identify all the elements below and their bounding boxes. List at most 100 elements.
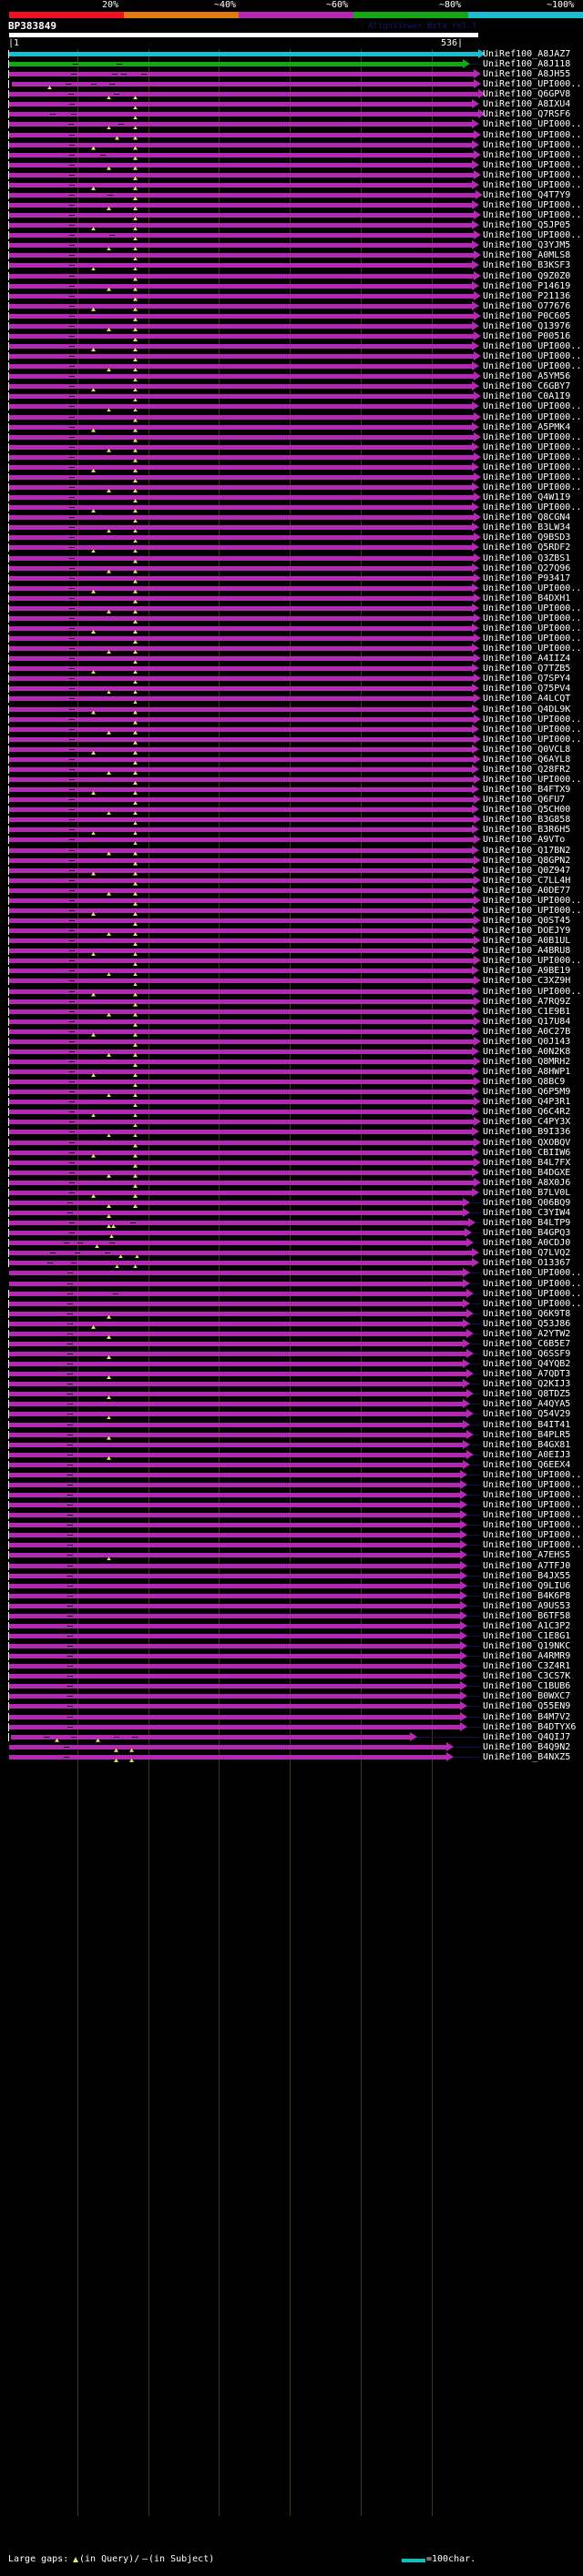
- hsp-bar[interactable]: [9, 1573, 460, 1578]
- hit-label[interactable]: UniRef100_Q0Z947: [483, 865, 571, 876]
- hsp-bar[interactable]: [9, 1744, 446, 1749]
- alignment-row[interactable]: UniRef100_UPI000..: [0, 956, 583, 967]
- alignment-row[interactable]: UniRef100_Q0Z947: [0, 865, 583, 876]
- hit-label[interactable]: UniRef100_UPI000..: [483, 139, 582, 150]
- hsp-bar[interactable]: [9, 1231, 465, 1236]
- alignment-row[interactable]: UniRef100_Q17BN2: [0, 845, 583, 856]
- hit-label[interactable]: UniRef100_A5YM56: [483, 371, 571, 382]
- hsp-bar[interactable]: [9, 1090, 472, 1095]
- hsp-bar[interactable]: [9, 132, 474, 137]
- hsp-bar[interactable]: [9, 1049, 472, 1054]
- hit-label[interactable]: UniRef100_Q2KIJ3: [483, 1379, 571, 1390]
- hit-label[interactable]: UniRef100_Q0VCL8: [483, 744, 571, 755]
- hsp-bar[interactable]: [9, 374, 474, 380]
- hit-label[interactable]: UniRef100_B0WXC7: [483, 1691, 571, 1702]
- hit-label[interactable]: UniRef100_Q9BSD3: [483, 532, 571, 543]
- hsp-bar[interactable]: [9, 969, 472, 974]
- hsp-bar[interactable]: [9, 1331, 466, 1336]
- alignment-row[interactable]: UniRef100_UPI000..: [0, 482, 583, 492]
- hsp-bar[interactable]: [9, 1392, 466, 1397]
- alignment-row[interactable]: UniRef100_UPI000..: [0, 775, 583, 786]
- hit-label[interactable]: UniRef100_UPI000..: [483, 1500, 582, 1511]
- hit-label[interactable]: UniRef100_UPI000..: [483, 1298, 582, 1309]
- alignment-row[interactable]: UniRef100_B4NXZ5: [0, 1751, 583, 1762]
- hsp-bar[interactable]: [9, 908, 472, 913]
- alignment-row[interactable]: UniRef100_Q5JP05: [0, 220, 583, 231]
- hsp-bar[interactable]: [9, 1200, 463, 1205]
- alignment-row[interactable]: UniRef100_Q6FU7: [0, 795, 583, 806]
- hit-label[interactable]: UniRef100_Q5RDF2: [483, 543, 571, 553]
- hsp-bar[interactable]: [9, 1241, 466, 1246]
- hit-label[interactable]: UniRef100_Q17BN2: [483, 845, 571, 856]
- hit-label[interactable]: UniRef100_Q7RSF6: [483, 109, 571, 120]
- hsp-bar[interactable]: [9, 293, 474, 299]
- hsp-bar[interactable]: [9, 1120, 474, 1125]
- alignment-row[interactable]: UniRef100_UPI000..: [0, 1469, 583, 1480]
- hit-label[interactable]: UniRef100_UPI000..: [483, 230, 582, 241]
- hit-label[interactable]: UniRef100_A4IIZ4: [483, 654, 571, 664]
- hsp-bar[interactable]: [9, 1563, 460, 1568]
- hsp-bar[interactable]: [9, 1714, 460, 1719]
- alignment-row[interactable]: UniRef100_Q9BSD3: [0, 532, 583, 543]
- alignment-row[interactable]: UniRef100_A1C3P2: [0, 1620, 583, 1631]
- hsp-bar[interactable]: [9, 1412, 466, 1417]
- hit-label[interactable]: UniRef100_Q0ST45: [483, 916, 571, 927]
- hit-label[interactable]: UniRef100_UPI000..: [483, 1278, 582, 1289]
- alignment-row[interactable]: UniRef100_C4PY3X: [0, 1117, 583, 1128]
- alignment-row[interactable]: UniRef100_UPI000..: [0, 583, 583, 593]
- hsp-bar[interactable]: [9, 1160, 474, 1165]
- alignment-row[interactable]: UniRef100_A0EIJ3: [0, 1449, 583, 1460]
- hit-label[interactable]: UniRef100_Q17U84: [483, 1016, 571, 1027]
- hit-label[interactable]: UniRef100_UPI000..: [483, 1530, 582, 1541]
- alignment-row[interactable]: UniRef100_B3R6H5: [0, 825, 583, 836]
- alignment-row[interactable]: UniRef100_UPI000..: [0, 905, 583, 916]
- alignment-row[interactable]: UniRef100_A4RMR9: [0, 1651, 583, 1661]
- hit-label[interactable]: UniRef100_UPI000..: [483, 451, 582, 462]
- hsp-bar[interactable]: [9, 1281, 463, 1286]
- alignment-row[interactable]: UniRef100_C1BUB6: [0, 1681, 583, 1691]
- hit-label[interactable]: UniRef100_A9VTo: [483, 835, 566, 846]
- alignment-row[interactable]: UniRef100_Q9Z0Z0: [0, 270, 583, 281]
- hit-label[interactable]: UniRef100_DOEJY9: [483, 926, 571, 937]
- hsp-bar[interactable]: [9, 605, 472, 611]
- hsp-bar[interactable]: [9, 112, 478, 117]
- hit-label[interactable]: UniRef100_Q27Q96: [483, 563, 571, 573]
- alignment-row[interactable]: UniRef100_P0C605: [0, 310, 583, 321]
- hsp-bar[interactable]: [9, 515, 474, 521]
- hsp-bar[interactable]: [9, 787, 472, 793]
- alignment-row[interactable]: UniRef100_UPI000..: [0, 411, 583, 422]
- hsp-bar[interactable]: [9, 999, 474, 1004]
- alignment-row[interactable]: UniRef100_Q7LVQ2: [0, 1248, 583, 1259]
- alignment-row[interactable]: UniRef100_Q6C4R2: [0, 1107, 583, 1118]
- hit-label[interactable]: UniRef100_Q75PV4: [483, 684, 571, 695]
- alignment-row[interactable]: UniRef100_UPI000..: [0, 341, 583, 352]
- hit-label[interactable]: UniRef100_UPI000..: [483, 895, 582, 906]
- hsp-bar[interactable]: [9, 1221, 468, 1226]
- hit-label[interactable]: UniRef100_A4LCQT: [483, 694, 571, 705]
- hit-label[interactable]: UniRef100_Q53J86: [483, 1318, 571, 1329]
- hsp-bar[interactable]: [9, 404, 472, 410]
- hsp-bar[interactable]: [9, 1190, 472, 1195]
- hit-label[interactable]: UniRef100_Q4W1I9: [483, 492, 571, 503]
- hsp-bar[interactable]: [9, 203, 472, 208]
- hsp-bar[interactable]: [9, 1402, 463, 1407]
- alignment-row[interactable]: UniRef100_B4K6P8: [0, 1590, 583, 1601]
- hit-label[interactable]: UniRef100_UPI000..: [483, 482, 582, 492]
- hsp-bar[interactable]: [9, 1704, 460, 1709]
- hit-label[interactable]: UniRef100_B4GX81: [483, 1439, 571, 1450]
- hsp-bar[interactable]: [9, 595, 474, 601]
- hsp-bar[interactable]: [9, 989, 472, 994]
- alignment-row[interactable]: UniRef100_UPI000..: [0, 129, 583, 140]
- hit-label[interactable]: UniRef100_UPI000..: [483, 775, 582, 786]
- alignment-row[interactable]: UniRef100_Q6GPV8: [0, 89, 583, 100]
- alignment-row[interactable]: UniRef100_Q54V29: [0, 1409, 583, 1420]
- hsp-bar[interactable]: [9, 1543, 460, 1548]
- alignment-row[interactable]: UniRef100_UPI000..: [0, 230, 583, 241]
- hit-label[interactable]: UniRef100_A4RMR9: [483, 1651, 571, 1662]
- hit-label[interactable]: UniRef100_Q8BC9: [483, 1077, 566, 1088]
- alignment-row[interactable]: UniRef100_C3YIW4: [0, 1208, 583, 1219]
- hit-label[interactable]: UniRef100_Q6AYL8: [483, 754, 571, 765]
- alignment-row[interactable]: UniRef100_DOEJY9: [0, 926, 583, 937]
- alignment-row[interactable]: UniRef100_Q7RSF6: [0, 109, 583, 120]
- hsp-bar[interactable]: [9, 666, 472, 672]
